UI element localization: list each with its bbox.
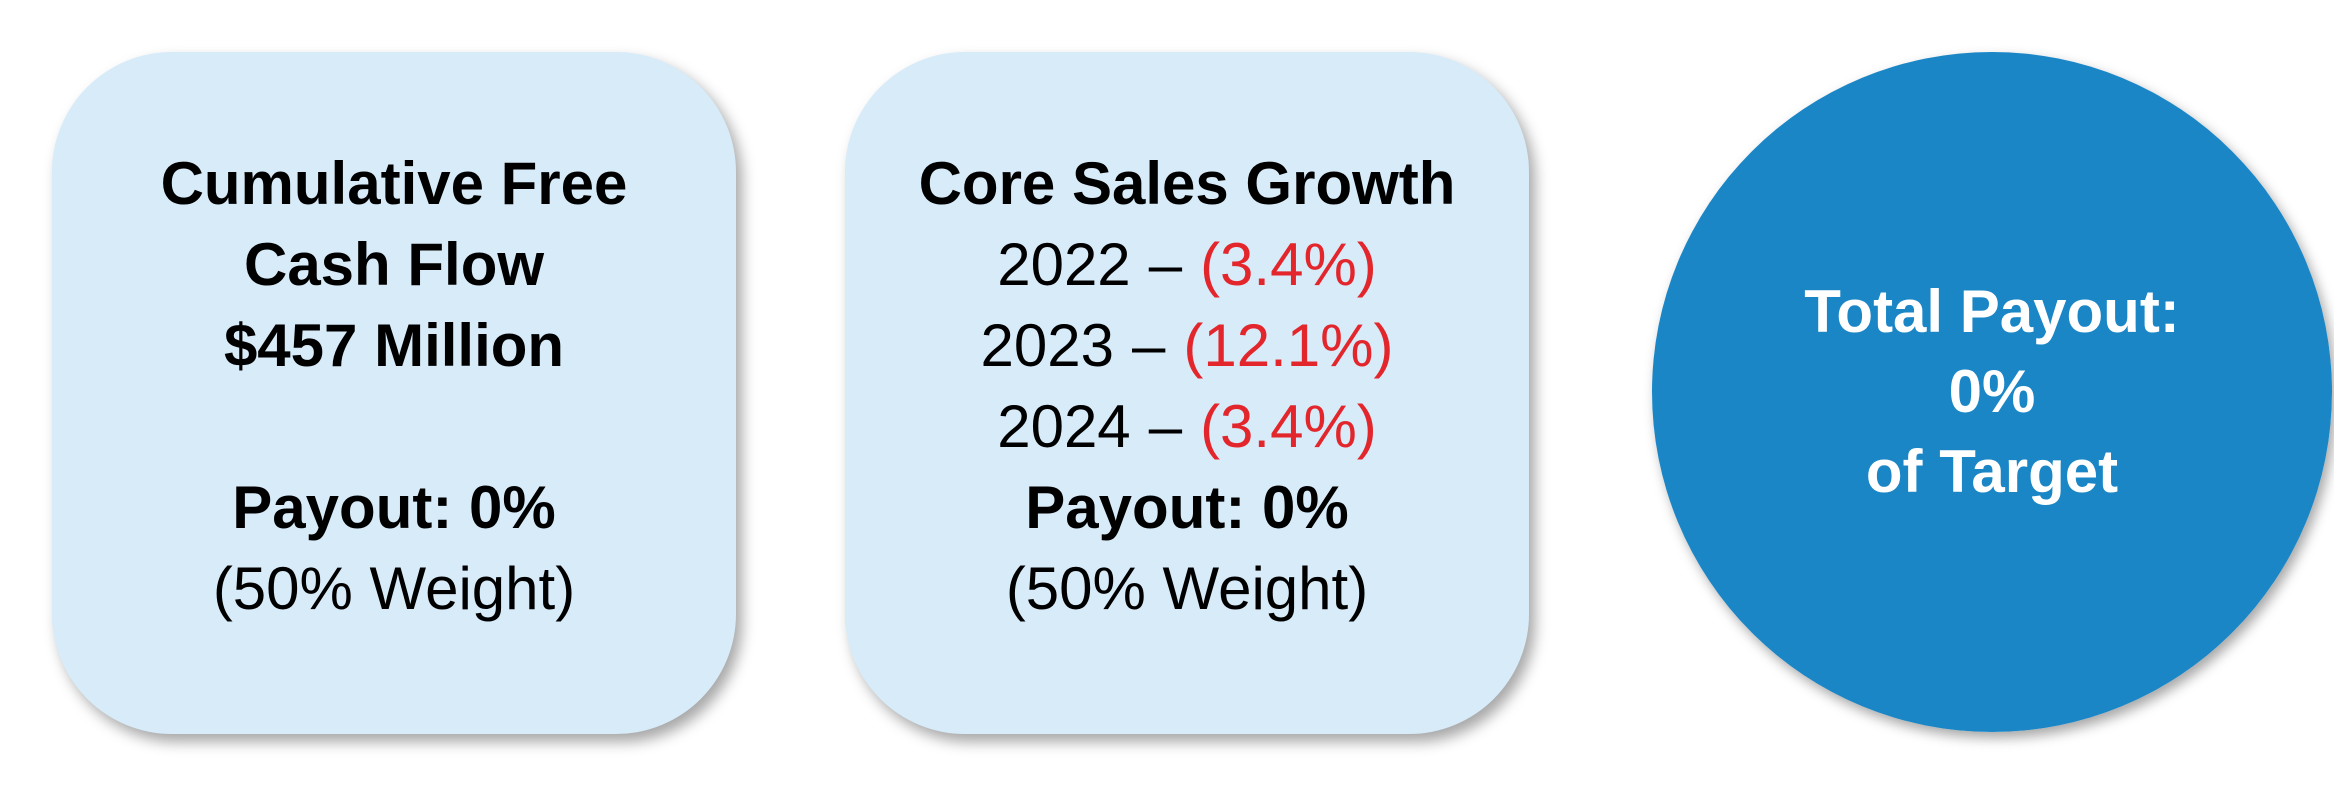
weight: (50% Weight) bbox=[212, 555, 576, 622]
weight: (50% Weight) bbox=[1005, 555, 1369, 622]
growth-value: (3.4%) bbox=[1200, 393, 1377, 460]
year-line: 2024– (3.4%) bbox=[845, 386, 1529, 467]
card-title: Cash Flow bbox=[243, 231, 545, 298]
total-circle: Total Payout: 0% of Target bbox=[1652, 52, 2332, 732]
card-content: Core Sales Growth 2022– (3.4%) 2023– (12.1… bbox=[845, 143, 1529, 629]
sales-growth-card: Core Sales Growth 2022– (3.4%) 2023– (12.1… bbox=[845, 52, 1529, 734]
card-title: Cumulative Free bbox=[160, 150, 628, 217]
card-content: Cumulative Free Cash Flow $457 Million P… bbox=[52, 143, 736, 629]
card-title: $457 Million bbox=[223, 312, 565, 379]
separator: – bbox=[1148, 231, 1183, 298]
total-text: of Target bbox=[1865, 438, 2119, 505]
growth-value: (12.1%) bbox=[1183, 312, 1394, 379]
card-title: Core Sales Growth bbox=[918, 150, 1456, 217]
total-text: Total Payout: bbox=[1804, 278, 2180, 345]
growth-value: (3.4%) bbox=[1200, 231, 1377, 298]
year: 2023 bbox=[980, 312, 1114, 379]
total-text: 0% bbox=[1948, 358, 2036, 425]
cash-flow-card: Cumulative Free Cash Flow $457 Million P… bbox=[52, 52, 736, 734]
year: 2022 bbox=[997, 231, 1131, 298]
separator: – bbox=[1132, 312, 1166, 379]
year: 2024 bbox=[997, 393, 1131, 460]
year-line: 2022– (3.4%) bbox=[845, 224, 1529, 305]
payout: Payout: 0% bbox=[1025, 474, 1349, 541]
separator: – bbox=[1148, 393, 1183, 460]
payout: Payout: 0% bbox=[232, 474, 556, 541]
year-line: 2023– (12.1%) bbox=[845, 305, 1529, 386]
